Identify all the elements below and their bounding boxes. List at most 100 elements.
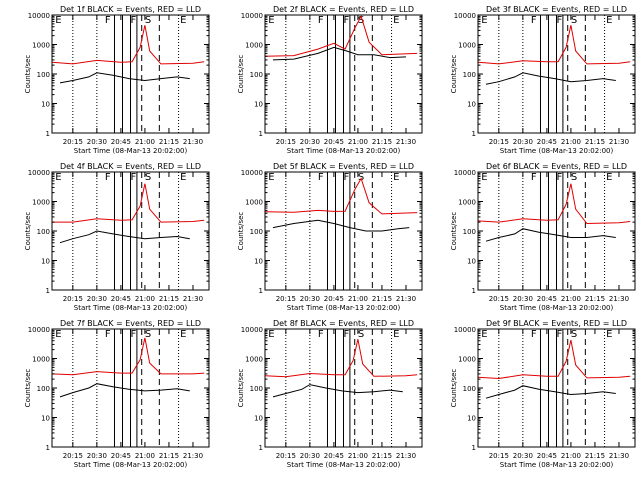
region-letter: F bbox=[105, 329, 111, 340]
y-tick-label: 100 bbox=[250, 385, 263, 393]
x-axis-label: Start Time (08-Mar-13 20:02:00) bbox=[500, 147, 614, 155]
region-letter: E bbox=[268, 15, 274, 26]
region-letter: E bbox=[606, 172, 612, 183]
x-tick-label: 20:15 bbox=[63, 452, 83, 460]
x-tick-label: 20:15 bbox=[63, 138, 83, 146]
x-tick-label: 21:15 bbox=[159, 138, 179, 146]
y-tick-label: 1000 bbox=[245, 42, 263, 50]
x-tick-label: 20:30 bbox=[87, 452, 107, 460]
region-letter: E bbox=[393, 172, 399, 183]
lld-series-line bbox=[264, 177, 418, 215]
y-tick-label: 10 bbox=[254, 415, 263, 423]
events-series-line bbox=[59, 383, 190, 398]
x-tick-label: 20:45 bbox=[537, 295, 557, 303]
x-axis-label: Start Time (08-Mar-13 20:02:00) bbox=[74, 304, 188, 312]
region-letter: F bbox=[131, 172, 137, 183]
region-letter: E bbox=[55, 15, 61, 26]
region-letter: F bbox=[131, 329, 137, 340]
x-tick-label: 21:15 bbox=[159, 295, 179, 303]
region-letter: F bbox=[105, 172, 111, 183]
region-letter: E bbox=[606, 329, 612, 340]
region-letter: F bbox=[344, 15, 350, 26]
region-letter: F bbox=[531, 329, 537, 340]
y-tick-label: 10 bbox=[41, 258, 50, 266]
x-tick-label: 21:00 bbox=[348, 295, 368, 303]
x-tick-label: 20:30 bbox=[300, 295, 320, 303]
region-letter: F bbox=[318, 15, 324, 26]
y-tick-label: 10000 bbox=[28, 12, 50, 20]
panel-title: Det 3f BLACK = Events, RED = LLD bbox=[486, 5, 627, 14]
region-letter: F bbox=[557, 329, 563, 340]
y-tick-label: 100 bbox=[463, 228, 476, 236]
region-letter: E bbox=[606, 15, 612, 26]
y-tick-label: 1000 bbox=[32, 356, 50, 364]
panel-title: Det 4f BLACK = Events, RED = LLD bbox=[60, 162, 201, 171]
region-letter: E bbox=[268, 172, 274, 183]
events-series-line bbox=[485, 228, 616, 242]
x-tick-label: 20:15 bbox=[489, 138, 509, 146]
y-tick-label: 10 bbox=[41, 101, 50, 109]
x-tick-label: 20:15 bbox=[276, 138, 296, 146]
y-tick-label: 100 bbox=[463, 385, 476, 393]
x-tick-label: 20:45 bbox=[537, 138, 557, 146]
x-axis-label: Start Time (08-Mar-13 20:02:00) bbox=[74, 461, 188, 469]
y-axis-label: Counts/sec bbox=[450, 212, 458, 251]
x-tick-label: 21:00 bbox=[135, 138, 155, 146]
region-letter: E bbox=[55, 172, 61, 183]
panel-title: Det 2f BLACK = Events, RED = LLD bbox=[273, 5, 414, 14]
x-tick-label: 21:30 bbox=[396, 138, 416, 146]
region-letter: E bbox=[393, 15, 399, 26]
x-tick-label: 20:30 bbox=[513, 295, 533, 303]
y-tick-label: 10000 bbox=[28, 326, 50, 334]
y-axis-label: Counts/sec bbox=[237, 369, 245, 408]
region-letter: F bbox=[531, 172, 537, 183]
y-tick-label: 1000 bbox=[458, 356, 476, 364]
x-tick-label: 21:00 bbox=[561, 452, 581, 460]
events-series-line bbox=[59, 72, 190, 84]
x-tick-label: 20:45 bbox=[537, 452, 557, 460]
y-tick-label: 1000 bbox=[458, 42, 476, 50]
y-axis-label: Counts/sec bbox=[24, 369, 32, 408]
region-letter: S bbox=[571, 172, 577, 183]
y-tick-label: 10000 bbox=[454, 326, 476, 334]
x-tick-label: 21:30 bbox=[609, 452, 629, 460]
y-tick-label: 1000 bbox=[245, 356, 263, 364]
x-tick-label: 21:30 bbox=[609, 138, 629, 146]
region-letter: S bbox=[145, 329, 151, 340]
panel-title: Det 1f BLACK = Events, RED = LLD bbox=[60, 5, 201, 14]
y-tick-label: 10 bbox=[254, 258, 263, 266]
y-tick-label: 10000 bbox=[454, 12, 476, 20]
y-tick-label: 1 bbox=[259, 130, 263, 138]
lld-series-line bbox=[51, 25, 205, 65]
x-tick-label: 21:30 bbox=[609, 295, 629, 303]
y-tick-label: 10 bbox=[41, 415, 50, 423]
x-tick-label: 20:30 bbox=[513, 138, 533, 146]
y-tick-label: 1 bbox=[259, 444, 263, 452]
y-axis-label: Counts/sec bbox=[237, 212, 245, 251]
lld-series-line bbox=[477, 339, 631, 380]
region-letter: F bbox=[131, 15, 137, 26]
region-letter: E bbox=[481, 15, 487, 26]
y-tick-label: 10000 bbox=[454, 169, 476, 177]
y-axis-label: Counts/sec bbox=[450, 55, 458, 94]
x-tick-label: 20:45 bbox=[324, 138, 344, 146]
x-tick-label: 20:45 bbox=[111, 295, 131, 303]
region-letter: F bbox=[318, 329, 324, 340]
lld-series-line bbox=[264, 15, 418, 57]
x-tick-label: 21:30 bbox=[396, 295, 416, 303]
panel-title: Det 9f BLACK = Events, RED = LLD bbox=[486, 319, 627, 328]
region-letter: S bbox=[571, 15, 577, 26]
region-letter: E bbox=[180, 15, 186, 26]
lld-series-line bbox=[52, 183, 205, 223]
events-series-line bbox=[59, 230, 190, 244]
x-tick-label: 21:15 bbox=[585, 452, 605, 460]
x-tick-label: 20:15 bbox=[489, 452, 509, 460]
region-letter: E bbox=[180, 329, 186, 340]
events-series-line bbox=[485, 385, 616, 399]
x-tick-label: 21:00 bbox=[135, 295, 155, 303]
y-tick-label: 1 bbox=[46, 130, 50, 138]
y-tick-label: 100 bbox=[37, 385, 50, 393]
